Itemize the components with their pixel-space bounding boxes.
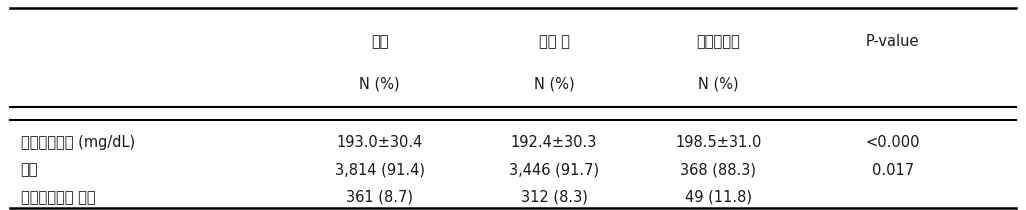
Text: 정상: 정상 <box>21 163 38 178</box>
Text: 3,814 (91.4): 3,814 (91.4) <box>334 163 425 178</box>
Text: P-value: P-value <box>866 34 919 50</box>
Text: 0.017: 0.017 <box>871 163 914 178</box>
Text: 192.4±30.3: 192.4±30.3 <box>511 135 597 150</box>
Text: 3,446 (91.7): 3,446 (91.7) <box>509 163 599 178</box>
Text: 193.0±30.4: 193.0±30.4 <box>337 135 423 150</box>
Text: 이행기전기: 이행기전기 <box>697 34 740 50</box>
Text: 폐경 전: 폐경 전 <box>539 34 569 50</box>
Text: N (%): N (%) <box>359 76 400 92</box>
Text: 368 (88.3): 368 (88.3) <box>680 163 756 178</box>
Text: 전체: 전체 <box>370 34 389 50</box>
Text: 고콜레스테롤 혈증: 고콜레스테롤 혈증 <box>21 190 95 205</box>
Text: 361 (8.7): 361 (8.7) <box>346 190 413 205</box>
Text: <0.000: <0.000 <box>865 135 920 150</box>
Text: 총콜레스테롤 (mg/dL): 총콜레스테롤 (mg/dL) <box>21 135 134 150</box>
Text: 49 (11.8): 49 (11.8) <box>684 190 752 205</box>
Text: N (%): N (%) <box>698 76 739 92</box>
Text: 312 (8.3): 312 (8.3) <box>520 190 588 205</box>
Text: N (%): N (%) <box>534 76 575 92</box>
Text: 198.5±31.0: 198.5±31.0 <box>675 135 761 150</box>
